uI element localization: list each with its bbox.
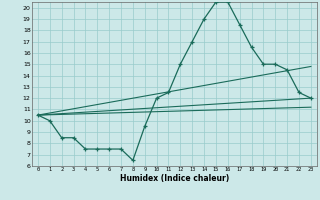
X-axis label: Humidex (Indice chaleur): Humidex (Indice chaleur) [120, 174, 229, 183]
